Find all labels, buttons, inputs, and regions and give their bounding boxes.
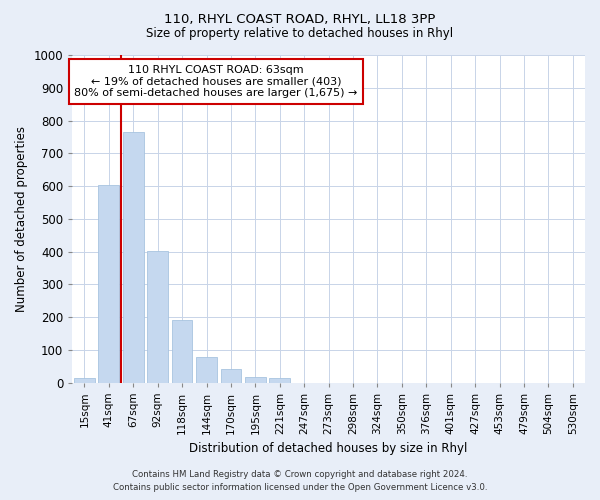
Bar bbox=[123, 132, 143, 382]
Text: Size of property relative to detached houses in Rhyl: Size of property relative to detached ho… bbox=[146, 28, 454, 40]
Bar bbox=[98, 185, 119, 382]
Bar bbox=[74, 378, 95, 382]
Bar bbox=[245, 376, 266, 382]
Bar bbox=[172, 320, 193, 382]
Y-axis label: Number of detached properties: Number of detached properties bbox=[15, 126, 28, 312]
Bar bbox=[196, 357, 217, 382]
Bar bbox=[221, 370, 241, 382]
Text: Contains HM Land Registry data © Crown copyright and database right 2024.
Contai: Contains HM Land Registry data © Crown c… bbox=[113, 470, 487, 492]
Text: 110, RHYL COAST ROAD, RHYL, LL18 3PP: 110, RHYL COAST ROAD, RHYL, LL18 3PP bbox=[164, 12, 436, 26]
Bar bbox=[147, 250, 168, 382]
X-axis label: Distribution of detached houses by size in Rhyl: Distribution of detached houses by size … bbox=[190, 442, 468, 455]
Bar bbox=[269, 378, 290, 382]
Text: 110 RHYL COAST ROAD: 63sqm
← 19% of detached houses are smaller (403)
80% of sem: 110 RHYL COAST ROAD: 63sqm ← 19% of deta… bbox=[74, 65, 358, 98]
